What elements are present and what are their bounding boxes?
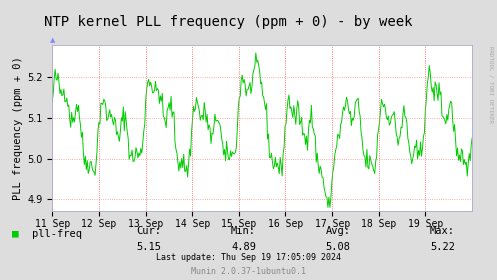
Y-axis label: PLL frequency (ppm + 0): PLL frequency (ppm + 0) bbox=[13, 56, 23, 200]
Text: 5.22: 5.22 bbox=[430, 242, 455, 252]
Text: 5.15: 5.15 bbox=[137, 242, 162, 252]
Text: RRDTOOL / TOBI OETIKER: RRDTOOL / TOBI OETIKER bbox=[489, 45, 494, 123]
Text: Cur:: Cur: bbox=[137, 226, 162, 236]
Text: NTP kernel PLL frequency (ppm + 0) - by week: NTP kernel PLL frequency (ppm + 0) - by … bbox=[44, 15, 413, 29]
Text: Max:: Max: bbox=[430, 226, 455, 236]
Text: Munin 2.0.37-1ubuntu0.1: Munin 2.0.37-1ubuntu0.1 bbox=[191, 267, 306, 276]
Text: pll-freq: pll-freq bbox=[32, 229, 83, 239]
Text: 4.89: 4.89 bbox=[231, 242, 256, 252]
Text: Avg:: Avg: bbox=[326, 226, 350, 236]
Text: 5.08: 5.08 bbox=[326, 242, 350, 252]
Text: Last update: Thu Sep 19 17:05:09 2024: Last update: Thu Sep 19 17:05:09 2024 bbox=[156, 253, 341, 262]
Text: ▲: ▲ bbox=[50, 38, 55, 43]
Text: ■: ■ bbox=[12, 229, 19, 239]
Text: Min:: Min: bbox=[231, 226, 256, 236]
